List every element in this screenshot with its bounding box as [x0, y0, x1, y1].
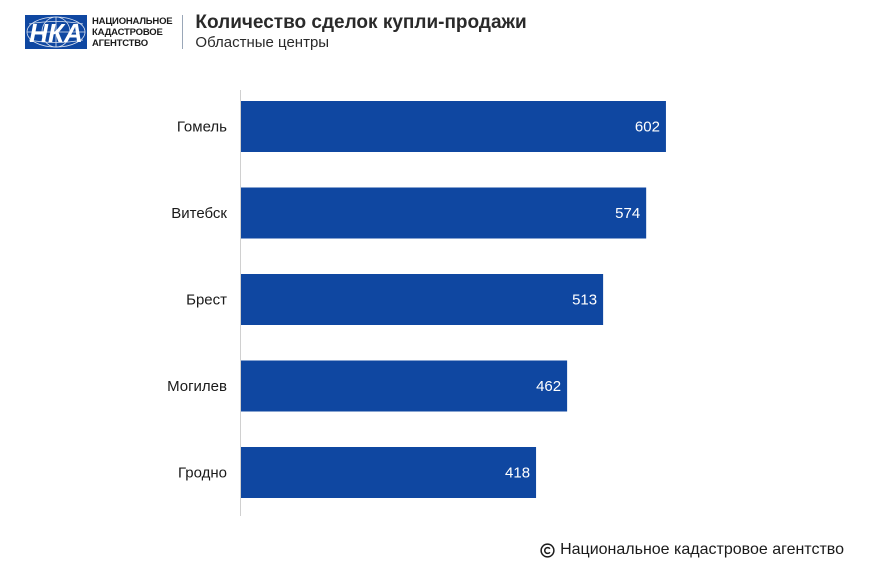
- bar-5: [241, 447, 537, 498]
- logo-line-3: АГЕНТСТВО: [92, 37, 148, 49]
- bar-value-label: 602: [635, 119, 660, 136]
- chart-title: Количество сделок купли-продажи: [195, 12, 527, 33]
- bar-4: [241, 360, 568, 412]
- footer-text: Национальное кадастровое агентство: [560, 541, 844, 558]
- category-label: Витебск: [171, 205, 227, 222]
- bar-value-label: 574: [615, 205, 640, 222]
- category-label: Гомель: [177, 119, 227, 136]
- bar-3: [241, 274, 604, 325]
- bars-group: 602 Гомель 574 Витебск 513 Брест 462 Могилев 418…: [167, 101, 666, 498]
- logo-line-1: НАЦИОНАЛЬНОЕ: [92, 15, 173, 27]
- titles: Количество сделок купли-продажи Областны…: [195, 12, 526, 52]
- logo-text: НАЦИОНАЛЬНОЕ КАДАСТРОВОЕ АГЕНТСТВО: [92, 15, 173, 49]
- logo-abbr: НКА: [29, 18, 83, 48]
- logo-line-2: КАДАСТРОВОЕ: [92, 26, 163, 38]
- logo: НКА НАЦИОНАЛЬНОЕ КАДАСТРОВОЕ АГЕНТСТВО: [25, 15, 173, 49]
- bar-value-label: 513: [572, 292, 597, 309]
- nka-logo-icon: НКА: [25, 15, 87, 49]
- bar-1: [241, 101, 666, 152]
- header: НКА НАЦИОНАЛЬНОЕ КАДАСТРОВОЕ АГЕНТСТВО К…: [25, 12, 527, 52]
- copyright-icon: [540, 542, 555, 558]
- bar-value-label: 418: [505, 465, 530, 482]
- bar-2: [241, 187, 647, 239]
- footer: Национальное кадастровое агентство: [540, 541, 844, 559]
- chart-subtitle: Областные центры: [195, 34, 330, 51]
- category-label: Гродно: [178, 465, 227, 482]
- category-label: Брест: [186, 292, 227, 309]
- bar-value-label: 462: [536, 378, 561, 395]
- header-divider: [182, 15, 184, 49]
- category-label: Могилев: [167, 378, 227, 395]
